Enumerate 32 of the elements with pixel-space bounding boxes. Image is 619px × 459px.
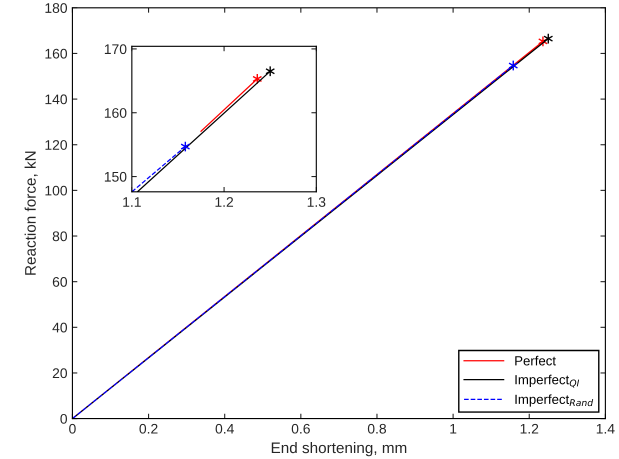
point (180, 140, 190, 152)
y-tick-label: 60 (52, 277, 68, 287)
x-tick-label: 0.6 (292, 424, 310, 434)
y-tick-label: 140 (45, 94, 68, 104)
x-tick-label: 0 (69, 424, 76, 434)
legend-label: Imperfect$_{Rand}$ (515, 394, 594, 407)
x-tick-label: 1 (450, 424, 456, 434)
point (543, 33, 554, 44)
x-tick-label: 0.8 (368, 424, 386, 434)
point (508, 60, 518, 72)
x-tick-label: 1.2 (520, 424, 538, 434)
x-axis-title: End shortening, mm (272, 442, 406, 456)
y-tick-label: 80 (52, 231, 68, 242)
y-tick-label: 120 (45, 140, 68, 150)
x-tick-label: 1.2 (215, 197, 234, 207)
x-tick-label: 1.1 (123, 197, 141, 207)
legend-label: Perfect (515, 356, 556, 366)
y-tick-label: 180 (45, 3, 68, 13)
y-tick-label: 100 (45, 186, 68, 196)
y-tick-label: 40 (52, 322, 68, 332)
x-tick-label: 1.4 (596, 424, 615, 434)
x-tick-label: 0.4 (216, 424, 234, 434)
legend-label: Imperfect$_{QI}$ (515, 374, 580, 388)
y-axis-title: Reaction force, kN (24, 152, 38, 275)
x-tick-label: 1.3 (308, 197, 326, 207)
y-tick-label: 150 (104, 172, 126, 182)
y-tick-label: 20 (52, 368, 68, 378)
y-tick-label: 160 (45, 48, 68, 59)
y-tick-label: 170 (104, 44, 126, 54)
x-tick-label: 0.2 (139, 424, 158, 434)
y-tick-label: 0 (60, 414, 68, 424)
y-tick-label: 160 (104, 108, 126, 118)
